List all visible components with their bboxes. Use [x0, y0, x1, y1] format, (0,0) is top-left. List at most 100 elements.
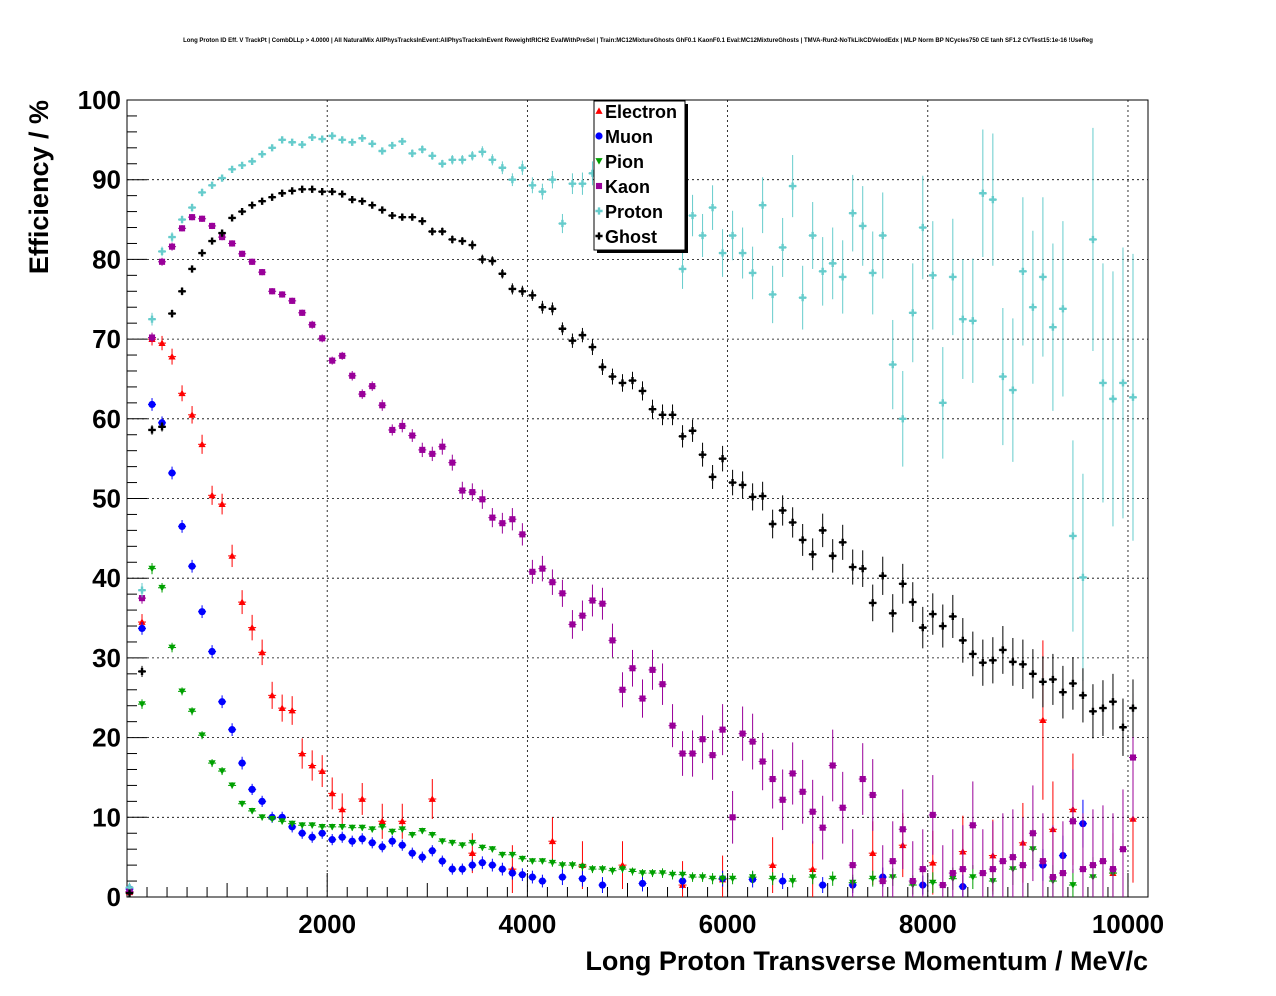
muon-point [678, 877, 687, 885]
ghost-point [869, 599, 877, 607]
ghost-point [789, 518, 797, 527]
pion-point [158, 584, 166, 592]
kaon-point [168, 243, 176, 250]
ghost-point [298, 185, 306, 193]
electron-point [809, 865, 817, 872]
pion-point [348, 824, 356, 832]
ghost-point [478, 255, 486, 263]
y-tick-label: 20 [92, 723, 121, 753]
pion-point [678, 871, 687, 879]
kaon-point [209, 222, 216, 229]
ghost-point [125, 889, 134, 897]
kaon-point [549, 579, 556, 586]
kaon-point [609, 637, 616, 644]
proton-point [919, 223, 927, 232]
ghost-point [698, 451, 707, 459]
ghost-point [398, 213, 406, 221]
ghost-point [809, 550, 817, 558]
kaon-point [1029, 830, 1036, 837]
proton-point [568, 180, 577, 188]
kaon-point [649, 666, 656, 673]
axes: 0 10 20 30 40 50 60 70 80 90 100 2000 4000 6000 8000 10… [78, 85, 1165, 939]
legend-label-muon: Muon [605, 127, 653, 147]
ghost-point [208, 237, 216, 245]
pion-point [438, 838, 446, 845]
pion-point [378, 823, 386, 831]
ghost-point [588, 343, 597, 351]
ghost-point [708, 473, 717, 481]
ghost-point [368, 201, 376, 209]
kaon-point [729, 814, 736, 821]
ghost-point [1039, 678, 1047, 686]
series-pion [138, 563, 1117, 897]
kaon-point [1049, 874, 1056, 881]
ghost-point [1089, 707, 1097, 715]
proton-point [769, 290, 777, 299]
pion-point [208, 760, 216, 767]
proton-point [1009, 386, 1017, 394]
proton-point [1059, 305, 1067, 313]
kaon-point [178, 225, 186, 232]
kaon-point [1039, 858, 1046, 865]
chart-title: Long Proton ID Eff. V TrackPt | CombDLLp… [183, 38, 1093, 44]
ghost-point [678, 432, 687, 440]
pion-point [238, 800, 246, 808]
muon-point [308, 833, 316, 841]
pion-point [428, 831, 436, 839]
muon-point [388, 837, 396, 845]
proton-point [879, 231, 887, 240]
proton-point [508, 176, 516, 184]
kaon-point [719, 726, 726, 733]
electron-point [428, 795, 436, 802]
proton-point [899, 415, 907, 423]
kaon-point [369, 383, 376, 390]
kaon-point [1109, 866, 1117, 873]
muon-point [238, 759, 246, 767]
proton-point [338, 136, 346, 144]
kaon-point [319, 335, 326, 342]
kaon-point [859, 775, 866, 783]
muon-point [598, 881, 607, 889]
legend: Electron Muon Pion Kaon Proton Ghost [593, 100, 688, 253]
kaon-point [1129, 754, 1137, 761]
kaon-point [749, 738, 756, 745]
legend-marker-pion [595, 158, 603, 165]
ghost-point [949, 612, 957, 621]
electron-point [158, 339, 166, 346]
electron-point [188, 411, 196, 418]
kaon-point [899, 826, 906, 833]
proton-point [728, 231, 737, 240]
ghost-point [979, 659, 987, 667]
y-tick-label: 0 [107, 882, 121, 912]
muon-point [398, 841, 406, 849]
kaon-point [1089, 862, 1097, 869]
proton-point [929, 271, 937, 279]
ghost-point [188, 265, 196, 273]
electron-point [378, 817, 386, 825]
ghost-point [548, 305, 557, 313]
proton-point [678, 265, 687, 273]
kaon-point [889, 858, 896, 865]
electron-point [869, 849, 877, 857]
legend-box [593, 100, 686, 251]
kaon-point [339, 352, 346, 359]
ghost-point [1009, 658, 1017, 666]
kaon-point [419, 446, 426, 453]
pion-point [608, 867, 617, 875]
muon-point [578, 875, 587, 883]
kaon-point [259, 269, 266, 276]
kaon-point [499, 520, 506, 527]
kaon-point [429, 450, 436, 457]
kaon-point [699, 736, 706, 743]
kaon-point [779, 796, 786, 803]
grid [127, 100, 1148, 897]
ghost-point [318, 188, 326, 196]
pion-point [218, 768, 226, 775]
muon-point [298, 829, 306, 837]
proton-point [849, 209, 857, 217]
pion-point [618, 866, 627, 873]
electron-point [358, 795, 366, 802]
kaon-point [409, 432, 416, 439]
x-axis-label: Long Proton Transverse Momentum / MeV/c [585, 946, 1148, 976]
kaon-point [539, 565, 546, 572]
